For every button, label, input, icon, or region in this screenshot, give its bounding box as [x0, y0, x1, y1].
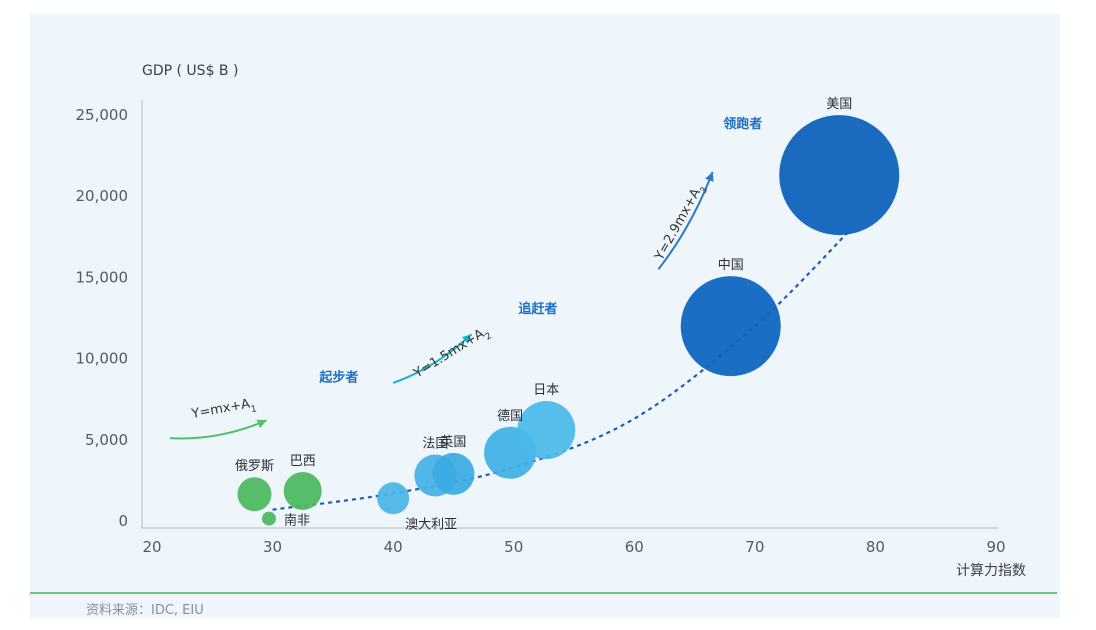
- bubble: [261, 511, 276, 526]
- x-tick-label: 70: [745, 538, 764, 556]
- x-tick-label: 20: [142, 538, 161, 556]
- phase-label: 追赶者: [518, 301, 557, 317]
- phase-label: 领跑者: [723, 116, 762, 132]
- bubble: [432, 452, 475, 495]
- x-tick-label: 90: [986, 538, 1005, 556]
- axes: 20 30 40 50 60 70 80 90 0 5,000 10,000 15,000 20,000…: [76, 63, 1027, 579]
- bubble-label: 南非: [284, 513, 310, 529]
- y-axis-title: GDP ( US$ B ): [142, 63, 238, 79]
- phase-arrow: [170, 419, 267, 440]
- bubble: [237, 477, 272, 512]
- phase-arrow-head: [256, 419, 267, 429]
- x-tick-label: 60: [625, 538, 644, 556]
- bubble-label: 澳大利亚: [405, 516, 457, 532]
- bubble-label: 俄罗斯: [235, 459, 274, 474]
- bubble: [517, 401, 576, 460]
- y-tick-label: 5,000: [85, 431, 128, 449]
- phase-equation: Y=1.5mx+A2: [411, 323, 494, 385]
- phase-equation-subscript: 2: [484, 331, 494, 343]
- y-tick-label: 20,000: [76, 187, 129, 205]
- bubble-label: 美国: [826, 97, 852, 112]
- chart-panel: [30, 14, 1060, 618]
- bubble-label: 中国: [718, 258, 744, 273]
- phase-equation: Y=mx+A1: [190, 395, 258, 426]
- y-tick-label: 0: [118, 512, 128, 530]
- phase-arrow: [657, 171, 714, 270]
- x-tick-label: 40: [384, 538, 403, 556]
- trend-curve: [272, 227, 853, 511]
- y-tick-label: 15,000: [76, 268, 129, 286]
- x-axis-title: 计算力指数: [956, 563, 1026, 579]
- phase-equation: Y=2.9mx+A3: [652, 181, 711, 266]
- y-tick-label: 25,000: [76, 106, 129, 124]
- bubbles: [237, 115, 900, 526]
- phase-label: 起步者: [318, 369, 358, 385]
- phase-equation-subscript: 1: [250, 404, 257, 415]
- x-tick-label: 80: [866, 538, 885, 556]
- phase-arrow: [392, 333, 473, 384]
- phase-arrow-head: [705, 171, 714, 182]
- phase-annotations: Y=mx+A1 起步者 Y=1.5mx+A2 追赶者 Y=2.9mx+A3 领跑者: [170, 116, 762, 440]
- bubble-label: 英国: [440, 435, 466, 450]
- source-note: 资料来源：IDC, EIU: [86, 603, 204, 618]
- bubble-label: 法国: [422, 437, 448, 452]
- bubble: [283, 471, 322, 510]
- y-tick-label: 10,000: [76, 350, 129, 368]
- bubble-label: 日本: [533, 383, 559, 398]
- phase-arrow-head: [461, 334, 472, 344]
- bubble-label: 德国: [497, 409, 523, 424]
- phase-equation-subscript: 3: [699, 186, 711, 196]
- bubble-label: 巴西: [290, 454, 316, 469]
- x-tick-label: 50: [504, 538, 523, 556]
- x-tick-label: 30: [263, 538, 282, 556]
- trend-line: [272, 227, 853, 511]
- bubble: [377, 482, 410, 515]
- bubble: [680, 276, 781, 377]
- bubble: [779, 115, 900, 236]
